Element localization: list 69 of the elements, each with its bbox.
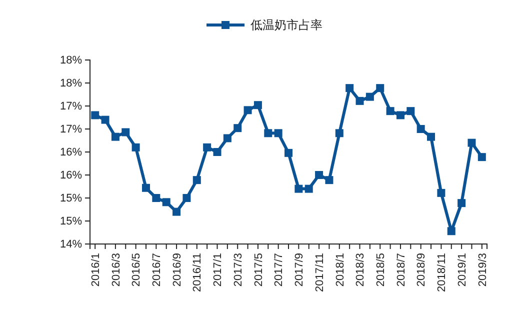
x-tick-label: 2016/9 <box>171 253 184 287</box>
point <box>162 198 170 206</box>
x-tick-label: 2016/7 <box>151 253 164 287</box>
y-tick-label: 14% <box>60 238 82 251</box>
x-tick-label: 2018/11 <box>436 253 448 292</box>
point <box>294 184 303 193</box>
x-tick-label: 2018/5 <box>374 253 387 287</box>
point <box>91 111 100 120</box>
y-tick-label: 18% <box>60 54 82 67</box>
x-tick-label: 2018/9 <box>416 253 428 287</box>
x-tick-label: 2018/7 <box>395 253 408 287</box>
x-tick-label: 2016/11 <box>192 253 204 292</box>
point <box>111 132 120 141</box>
x-tick-label: 2018/1 <box>334 253 346 287</box>
y-tick-label: 17% <box>60 124 82 136</box>
point <box>376 84 384 92</box>
point <box>182 194 191 202</box>
y-tick-label: 18% <box>60 78 82 90</box>
point <box>203 143 212 152</box>
point <box>335 129 344 138</box>
point <box>416 125 425 133</box>
point <box>366 92 374 101</box>
x-tick-label: 2016/5 <box>130 253 143 287</box>
x-tick-label: 2017/3 <box>232 253 244 287</box>
point <box>101 116 110 124</box>
point <box>304 184 313 193</box>
point <box>458 199 466 208</box>
point <box>386 107 394 116</box>
point <box>234 124 242 132</box>
point <box>213 148 222 156</box>
point <box>406 107 415 116</box>
y-tick-label: 17% <box>60 100 82 113</box>
x-tick-label: 2016/3 <box>110 253 122 287</box>
point <box>172 208 181 216</box>
point <box>223 134 232 142</box>
point <box>244 106 252 114</box>
point <box>478 153 486 162</box>
point <box>325 176 334 184</box>
x-tick-label: 2017/1 <box>212 253 224 287</box>
point <box>468 138 476 147</box>
point <box>447 227 456 236</box>
point <box>264 129 272 138</box>
y-tick-label: 16% <box>60 146 82 159</box>
point <box>254 101 262 110</box>
point <box>427 132 436 141</box>
point <box>192 176 201 184</box>
point <box>142 184 150 192</box>
point <box>346 84 354 92</box>
point <box>437 188 446 197</box>
x-tick-label: 2017/9 <box>294 253 306 287</box>
x-tick-label: 2017/5 <box>252 253 265 287</box>
y-tick-label: 16% <box>60 170 82 182</box>
point <box>315 171 324 179</box>
x-tick-label: 2018/3 <box>354 253 367 287</box>
legend-label: 低温奶市占率 <box>250 18 322 32</box>
point <box>122 128 130 136</box>
point <box>152 194 160 202</box>
x-tick-label: 2019/3 <box>476 253 489 287</box>
point <box>396 111 404 120</box>
x-tick-label: 2017/7 <box>273 253 286 287</box>
y-tick-label: 15% <box>60 216 82 228</box>
point <box>274 129 282 138</box>
point <box>356 96 364 105</box>
point <box>132 143 140 152</box>
x-tick-label: 2016/1 <box>90 253 102 287</box>
x-tick-label: 2017/11 <box>314 253 326 292</box>
y-tick-label: 15% <box>60 192 82 205</box>
point <box>284 148 292 157</box>
x-tick-label: 2019/1 <box>456 253 468 287</box>
